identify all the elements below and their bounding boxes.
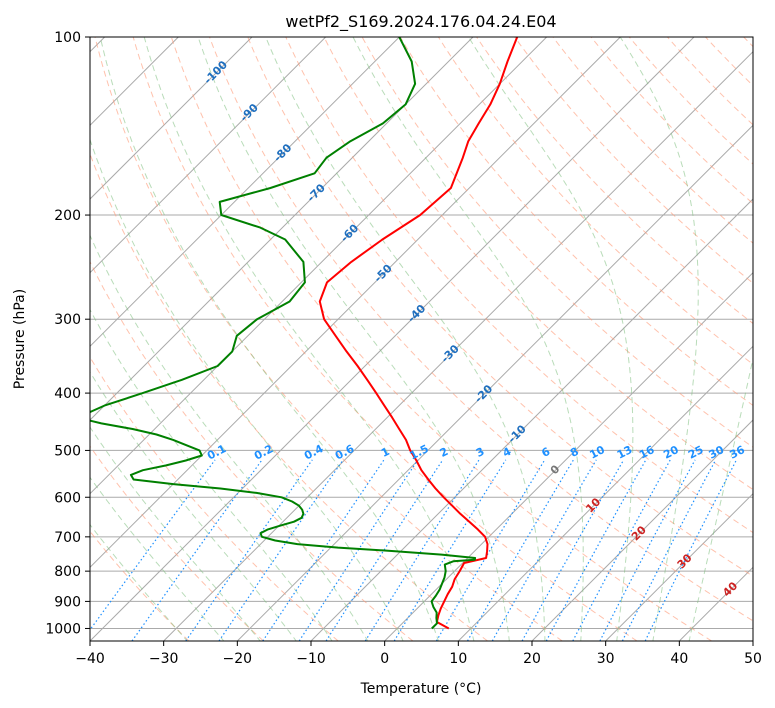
isotherm-gridline xyxy=(531,419,753,641)
x-axis-label: Temperature (°C) xyxy=(360,681,482,697)
dry-adiabat-line xyxy=(132,37,638,641)
chart-title: wetPf2_S169.2024.176.04.24.E04 xyxy=(285,12,556,32)
mixing-ratio-line xyxy=(491,459,597,641)
dry-adiabat-line xyxy=(170,37,712,641)
moist-adiabat-line xyxy=(90,234,369,641)
mixing-ratio-label: 25 xyxy=(686,443,706,462)
isotherm-gridline xyxy=(90,37,400,348)
moist-adiabat-line xyxy=(90,371,297,641)
mixing-ratio-line xyxy=(131,459,263,641)
mixing-ratio-label: 30 xyxy=(707,443,727,462)
mixing-ratio-line xyxy=(298,459,419,641)
moist-adiabat-line xyxy=(99,37,440,641)
isotherm-gridline xyxy=(163,50,753,641)
moist-adiabat-line xyxy=(90,426,261,641)
moist-adiabat-line xyxy=(265,37,546,641)
isotherm-gridline xyxy=(90,37,253,200)
y-tick-label: 600 xyxy=(54,490,81,506)
y-tick-label: 400 xyxy=(54,386,81,402)
isotherm-gridline xyxy=(90,37,548,495)
mixing-ratio-line xyxy=(545,459,647,641)
x-tick-label: 50 xyxy=(744,651,762,667)
x-tick-label: 0 xyxy=(380,651,389,667)
y-tick-label: 900 xyxy=(54,594,81,610)
y-tick-label: 800 xyxy=(54,564,81,580)
isotherm-gridline xyxy=(236,124,753,641)
mixing-ratio-label: 16 xyxy=(637,443,657,462)
mixing-ratio-line xyxy=(393,459,507,641)
dry-adiabat-line xyxy=(247,37,753,577)
x-tick-label: 20 xyxy=(523,651,541,667)
y-tick-label: 200 xyxy=(54,208,81,224)
isotherm-gridline xyxy=(457,345,753,641)
temperature-profile-line xyxy=(318,37,519,630)
x-tick-label: −30 xyxy=(149,651,179,667)
x-axis: −40 −30 −20 −10 0 10 20 30 40 50 xyxy=(75,641,762,667)
mixing-ratio-line xyxy=(435,459,546,641)
moist-adiabat-line xyxy=(143,37,475,641)
isotherm-gridline xyxy=(90,37,621,569)
y-tick-label: 700 xyxy=(54,530,81,546)
y-axis: 100 200 300 400 500 600 700 800 900 1000 xyxy=(45,30,90,637)
dry-adiabat-line xyxy=(94,37,563,641)
dry-adiabat-line xyxy=(514,37,753,284)
x-tick-label: 10 xyxy=(449,651,467,667)
dry-adiabat-line xyxy=(90,260,414,641)
mixing-ratio-label: 36 xyxy=(727,443,747,462)
moist-adiabat-line xyxy=(688,355,753,641)
moist-adiabat-line xyxy=(468,37,634,641)
dry-adiabat-line xyxy=(361,37,753,448)
plot-frame xyxy=(89,36,754,642)
y-tick-label: 1000 xyxy=(45,621,81,637)
mixing-ratio-line xyxy=(90,459,216,631)
plot-background xyxy=(90,37,753,641)
y-axis-label: Pressure (hPa) xyxy=(12,289,28,389)
moist-adiabat-line xyxy=(90,138,404,641)
profile-lines-layer xyxy=(90,37,519,630)
isotherm-gridline xyxy=(90,37,327,274)
mixing-ratio-line xyxy=(621,459,717,641)
mixing-ratio-label: 10 xyxy=(587,443,607,462)
dry-adiabat-line xyxy=(399,37,753,407)
dry-adiabat-line xyxy=(209,37,753,622)
mixing-ratio-line xyxy=(262,459,385,641)
y-tick-label: 300 xyxy=(54,312,81,328)
mixing-ratio-line xyxy=(185,459,313,641)
x-tick-label: 30 xyxy=(597,651,615,667)
isotherm-gridline xyxy=(90,37,695,641)
isotherm-gridline xyxy=(605,492,753,641)
dry-adiabat-line xyxy=(323,37,753,491)
x-tick-label: −10 xyxy=(296,651,326,667)
mixing-ratio-label: 20 xyxy=(661,443,681,462)
moist-adiabat-line xyxy=(619,37,699,641)
x-tick-label: −40 xyxy=(75,651,105,667)
mixing-ratio-line xyxy=(644,459,738,641)
x-tick-label: −20 xyxy=(223,651,253,667)
dry-adiabat-line xyxy=(476,37,753,325)
dry-adiabat-line xyxy=(628,37,753,165)
mixing-ratio-line xyxy=(521,459,625,641)
moist-adiabat-line xyxy=(90,476,225,641)
dry-adiabat-line xyxy=(90,445,264,641)
dewpoint-profile-line xyxy=(90,37,477,630)
mixing-ratio-label: 13 xyxy=(615,443,635,462)
dry-adiabat-line xyxy=(590,37,753,205)
mixing-ratio-line xyxy=(466,459,575,641)
moist-adiabat-line xyxy=(90,523,188,641)
y-tick-label: 500 xyxy=(54,443,81,459)
background-lines-layer xyxy=(90,37,753,641)
isotherm-gridline xyxy=(90,37,474,421)
mixing-ratio-line xyxy=(218,459,344,641)
y-tick-label: 100 xyxy=(54,30,81,46)
x-tick-label: 40 xyxy=(670,651,688,667)
